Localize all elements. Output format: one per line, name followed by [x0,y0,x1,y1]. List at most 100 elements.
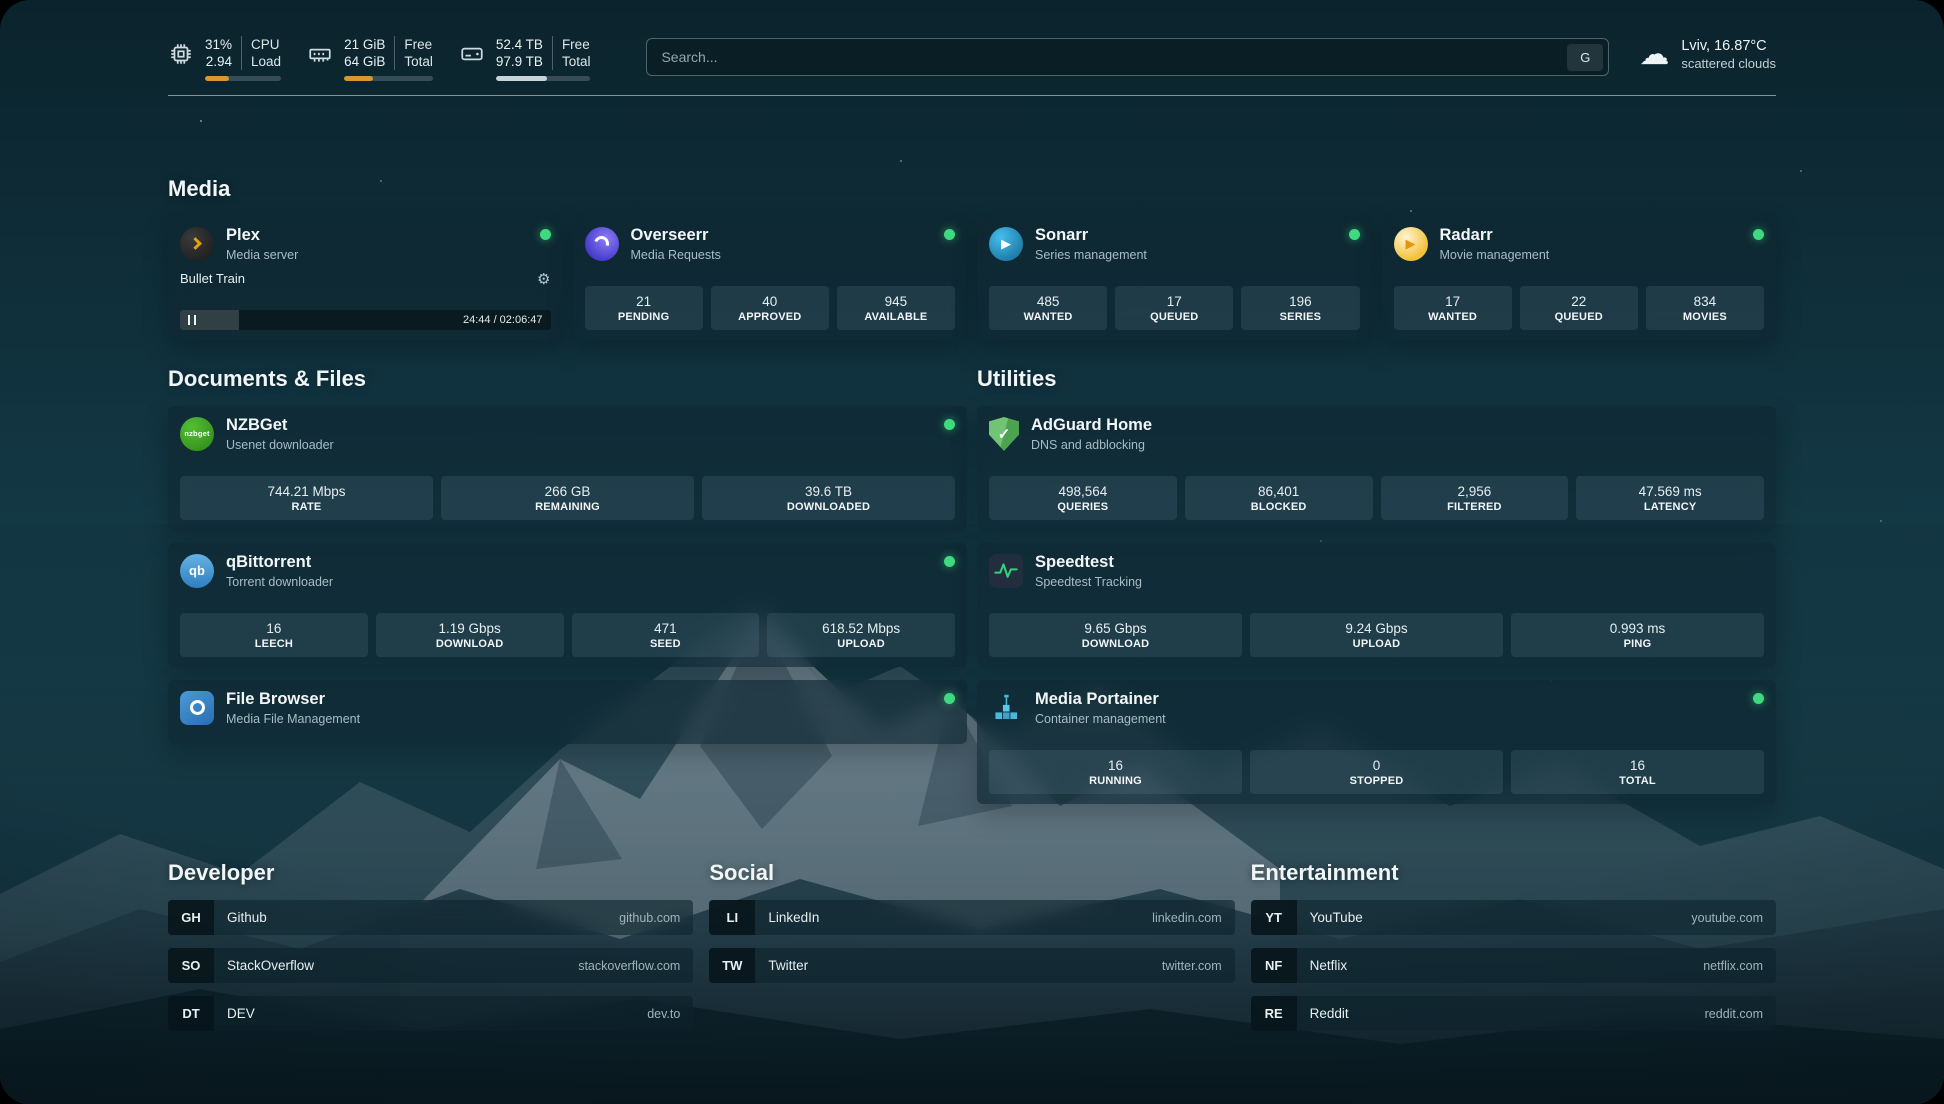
service-card-portainer[interactable]: Media Portainer Container management 16 R… [977,680,1776,804]
service-desc: Movie management [1439,247,1550,262]
bookmark-url: linkedin.com [1152,910,1222,925]
service-card-qbittorrent[interactable]: qb qBittorrent Torrent downloader 16 LEEC… [168,543,967,667]
service-card-plex[interactable]: Plex Media server Bullet Train ⚙ 24:44 /… [168,216,563,340]
gear-icon[interactable]: ⚙ [537,270,551,288]
service-desc: DNS and adblocking [1031,437,1145,452]
speedtest-icon [989,553,1023,588]
memory-total: 64 GiB [344,54,386,69]
search-provider-button[interactable]: G [1567,43,1604,71]
media-card-row: Plex Media server Bullet Train ⚙ 24:44 /… [168,216,1776,340]
top-bar: 31% 2.94 CPU Load [168,36,1776,81]
status-dot [1348,229,1360,240]
stat-box: 17 WANTED [1393,286,1512,330]
playback-bar[interactable]: 24:44 / 02:06:47 [180,310,551,330]
playback-time: 24:44 / 02:06:47 [462,314,543,326]
service-name: Plex [226,226,260,244]
stat-box: 744.21 Mbps RATE [180,476,433,520]
bookmark-url: netflix.com [1703,958,1763,973]
qbittorrent-icon: qb [180,553,214,588]
service-card-adguard[interactable]: ✓ AdGuard Home DNS and adblocking 498,56… [977,406,1776,530]
portainer-icon [989,691,1023,725]
stat-box: 21 PENDING [584,286,703,330]
cpu-percent: 31% [205,37,233,52]
memory-usage-fill [344,76,374,81]
bookmark-dev[interactable]: DT DEV dev.to [168,996,694,1031]
bookmark-twitter[interactable]: TW Twitter twitter.com [709,948,1235,983]
cloud-icon: ☁ [1639,37,1670,71]
stat-box: 16 LEECH [180,613,368,657]
stat-box: 1.19 Gbps DOWNLOAD [375,613,564,657]
bookmark-abbr: GH [168,900,214,935]
disk-icon [459,41,485,67]
weather-location: Lviv, 16.87°C [1681,38,1767,54]
stat-box: 834 MOVIES [1645,286,1765,330]
service-desc: Speedtest Tracking [1035,574,1143,589]
bookmark-group-social: Social LI LinkedIn linkedin.com TW Twitt… [709,860,1235,1044]
service-name: Speedtest [1035,553,1114,571]
bookmark-github[interactable]: GH Github github.com [168,900,694,935]
stat-box: 9.24 Gbps UPLOAD [1250,613,1503,657]
radarr-icon: ▶ [1393,226,1428,261]
stat-box: 9.65 Gbps DOWNLOAD [989,613,1242,657]
bookmark-stackoverflow[interactable]: SO StackOverflow stackoverflow.com [168,948,694,983]
filebrowser-icon [180,690,214,725]
bookmark-name: StackOverflow [227,958,315,973]
bookmark-name: LinkedIn [768,910,820,925]
status-dot [944,693,955,704]
stat-box: 47.569 ms LATENCY [1576,476,1764,520]
status-dot [539,229,551,240]
stat-box: 485 WANTED [989,286,1108,330]
disk-free-label: Free [561,37,590,52]
bookmark-name: YouTube [1309,910,1363,925]
cpu-widget: 31% 2.94 CPU Load [168,36,282,81]
cpu-load: 2.94 [205,54,233,69]
service-desc: Media server [226,247,299,262]
service-card-filebrowser[interactable]: File Browser Media File Management [168,680,967,744]
disk-usage-fill [495,76,547,81]
stat-box: 2,956 FILTERED [1380,476,1569,520]
service-name: qBittorrent [226,553,312,571]
search-input[interactable] [661,49,1568,65]
pause-icon[interactable] [188,315,196,325]
service-card-radarr[interactable]: ▶ Radarr Movie management 17 WANTED 22 QUE… [1381,216,1776,340]
memory-icon [307,41,333,67]
service-name: Media Portainer [1035,690,1159,708]
service-card-nzbget[interactable]: nzbget NZBGet Usenet downloader 744.21 M… [168,406,967,530]
service-name: Sonarr [1035,226,1089,244]
now-playing-title: Bullet Train [180,271,246,287]
bookmark-url: reddit.com [1704,1006,1763,1021]
service-desc: Series management [1035,247,1147,262]
stat-box: 40 APPROVED [710,286,829,330]
service-name: Radarr [1439,226,1493,244]
bookmark-abbr: TW [709,948,756,983]
bookmark-reddit[interactable]: RE Reddit reddit.com [1250,996,1776,1031]
stat-box: 266 GB REMAINING [441,476,694,520]
bookmark-abbr: RE [1250,996,1297,1031]
service-card-sonarr[interactable]: ▶ Sonarr Series management 485 WANTED 17 Q… [977,216,1372,340]
stat-box: 16 TOTAL [1511,750,1764,794]
service-card-overseerr[interactable]: Overseerr Media Requests 21 PENDING 40 APP… [572,216,967,340]
sonarr-icon: ▶ [989,226,1023,261]
service-desc: Usenet downloader [226,437,334,452]
disk-widget: 52.4 TB 97.9 TB Free Total [459,36,591,81]
bookmark-linkedin[interactable]: LI LinkedIn linkedin.com [709,900,1235,935]
disk-usage-bar [495,76,591,81]
search-bar: G [646,38,1610,76]
bookmark-url: twitter.com [1161,958,1222,973]
bookmark-name: DEV [227,1006,255,1021]
cpu-label: CPU [251,37,280,52]
bookmark-netflix[interactable]: NF Netflix netflix.com [1250,948,1776,983]
memory-usage-bar [344,76,433,81]
stat-box: 86,401 BLOCKED [1184,476,1373,520]
stat-box: 196 SERIES [1241,286,1360,330]
bookmark-youtube[interactable]: YT YouTube youtube.com [1250,900,1776,935]
documents-column: Documents & Files nzbget NZBGet Usenet d… [168,366,967,804]
stat-box: 498,564 QUERIES [989,476,1177,520]
overseerr-icon [584,226,619,261]
memory-widget: 21 GiB 64 GiB Free Total [307,36,433,81]
stat-box: 17 QUEUED [1115,286,1234,330]
stat-box: 39.6 TB DOWNLOADED [702,476,955,520]
cpu-load-label: Load [251,54,282,69]
memory-free-label: Free [404,37,433,52]
service-card-speedtest[interactable]: Speedtest Speedtest Tracking 9.65 Gbps DO… [977,543,1776,667]
